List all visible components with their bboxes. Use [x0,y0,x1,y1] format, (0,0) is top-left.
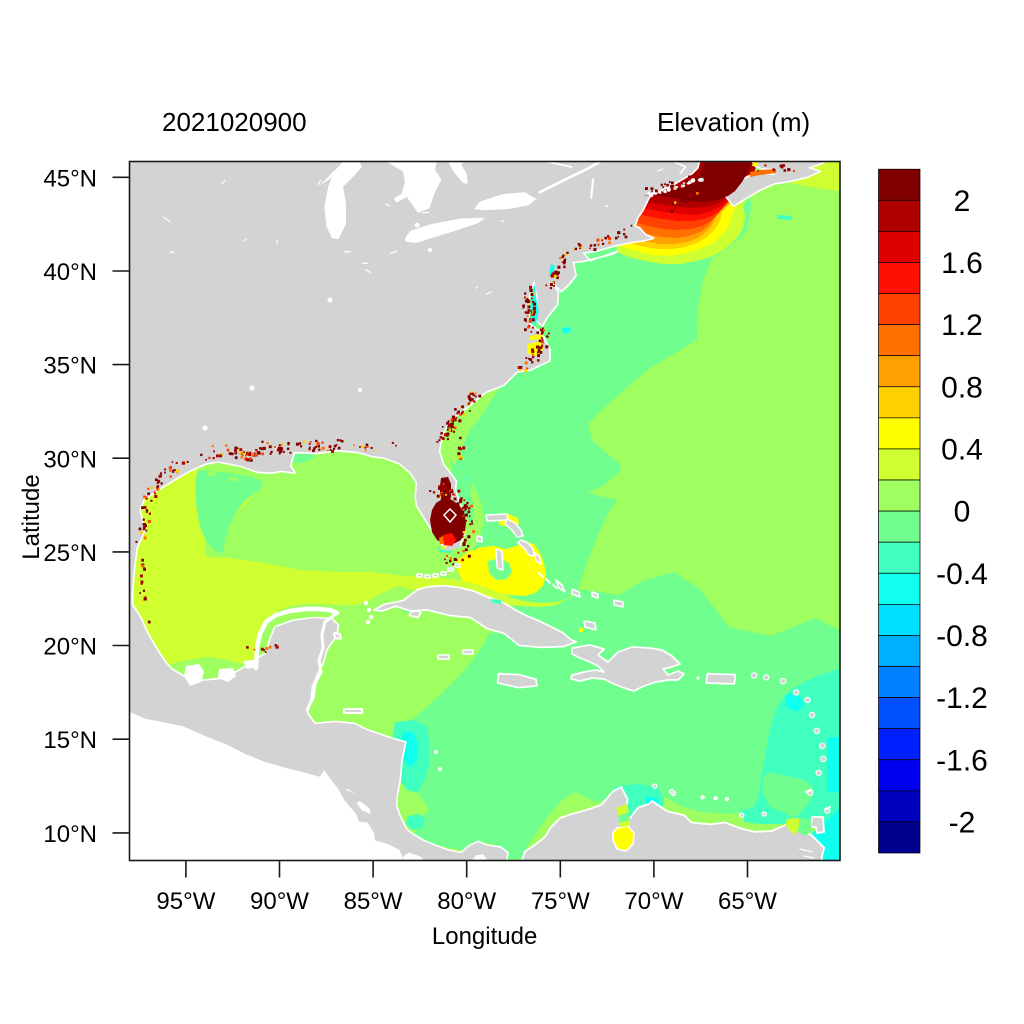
svg-text:95°W: 95°W [156,888,215,915]
svg-text:20°N: 20°N [43,634,97,661]
svg-text:0.8: 0.8 [941,371,983,404]
svg-text:70°W: 70°W [624,888,683,915]
svg-text:0.4: 0.4 [941,433,983,466]
svg-text:65°W: 65°W [718,888,777,915]
svg-text:25°N: 25°N [43,540,97,567]
svg-text:35°N: 35°N [43,353,97,380]
svg-text:-1.6: -1.6 [936,744,988,777]
svg-text:75°W: 75°W [531,888,590,915]
svg-text:1.2: 1.2 [941,309,983,342]
svg-text:1.6: 1.6 [941,247,983,280]
svg-text:Longitude: Longitude [432,923,537,950]
svg-text:10°N: 10°N [43,821,97,848]
svg-text:0: 0 [954,496,971,529]
svg-text:-1.2: -1.2 [936,682,988,715]
svg-text:15°N: 15°N [43,727,97,754]
svg-text:45°N: 45°N [43,165,97,192]
svg-text:Elevation (m): Elevation (m) [657,107,810,137]
svg-text:30°N: 30°N [43,446,97,473]
svg-text:-2: -2 [949,806,976,839]
svg-text:2: 2 [954,185,971,218]
svg-text:Latitude: Latitude [18,474,45,559]
svg-text:-0.8: -0.8 [936,620,988,653]
svg-text:85°W: 85°W [344,888,403,915]
svg-text:40°N: 40°N [43,259,97,286]
svg-text:80°W: 80°W [437,888,496,915]
svg-text:2021020900: 2021020900 [162,107,307,137]
svg-text:-0.4: -0.4 [936,558,988,591]
svg-text:90°W: 90°W [250,888,309,915]
